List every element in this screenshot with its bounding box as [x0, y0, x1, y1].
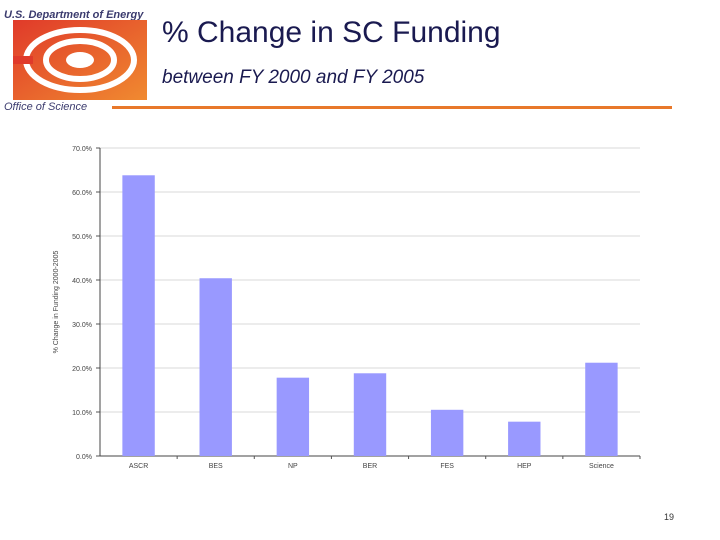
bar-bes	[199, 278, 232, 456]
y-tick-label: 50.0%	[72, 234, 92, 241]
header-rule	[112, 106, 672, 109]
bar-fes	[430, 409, 464, 456]
x-tick-label: Science	[589, 463, 614, 470]
y-tick-label: 70.0%	[72, 146, 92, 153]
bar-ber	[353, 373, 387, 456]
y-tick-label: 40.0%	[72, 278, 92, 285]
page-number: 19	[664, 512, 675, 522]
y-axis-label: % Change in Funding 2000-2005	[53, 251, 60, 354]
x-tick-label: FES	[440, 463, 454, 470]
x-tick-label: BER	[363, 463, 377, 470]
x-tick-label: HEP	[517, 463, 532, 470]
office-label: Office of Science	[4, 101, 90, 113]
bar-science	[585, 362, 618, 456]
y-tick-label: 30.0%	[72, 322, 92, 329]
x-tick-label: BES	[209, 463, 223, 470]
doe-logo	[13, 20, 147, 100]
page-subtitle: between FY 2000 and FY 2005	[162, 67, 425, 88]
page-title: % Change in SC Funding	[162, 16, 501, 49]
y-tick-label: 0.0%	[76, 454, 92, 461]
x-tick-label: NP	[288, 463, 298, 470]
x-tick-label: ASCR	[129, 463, 148, 470]
y-tick-label: 20.0%	[72, 366, 92, 373]
bar-hep	[508, 421, 541, 456]
bar-ascr	[122, 175, 155, 456]
department-label: U.S. Department of Energy	[4, 9, 144, 21]
bar-np	[276, 377, 310, 456]
y-tick-label: 10.0%	[72, 410, 92, 417]
y-tick-label: 60.0%	[72, 190, 92, 197]
bar-chart: 0.0% 10.0% 20.0% 30.0% 40.0% 50.0% 60.0% 70.0%%…	[53, 146, 641, 470]
